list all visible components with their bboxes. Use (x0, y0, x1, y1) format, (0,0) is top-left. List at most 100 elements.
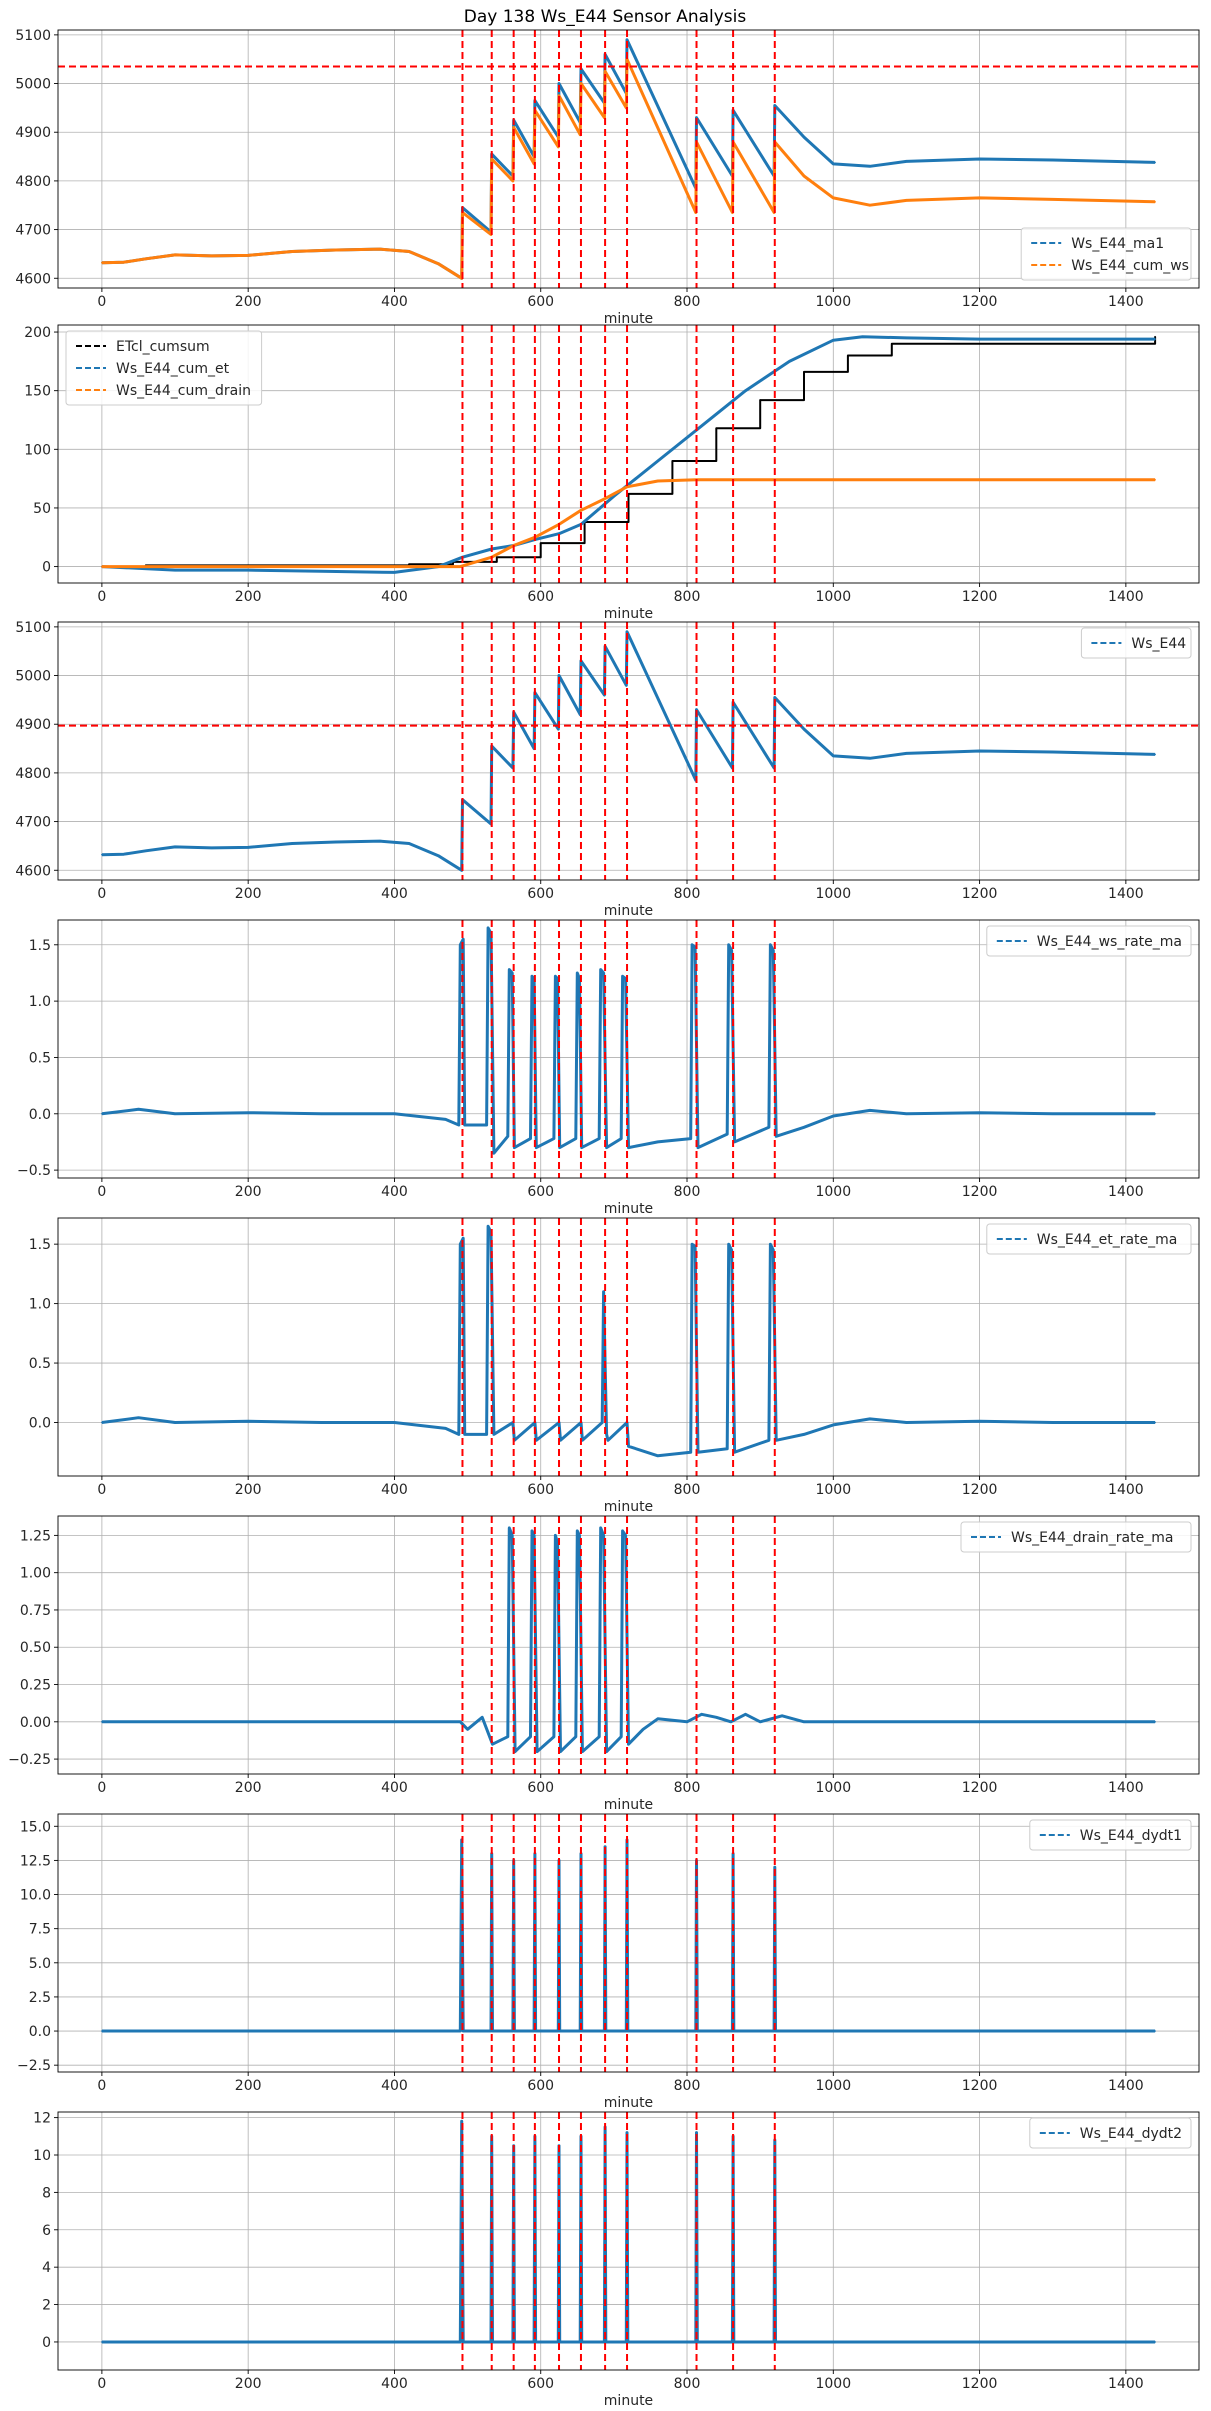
data-point (557, 2341, 560, 2343)
x-tick-label: 400 (381, 2078, 408, 2094)
y-tick-label: 50 (33, 501, 51, 517)
data-point (978, 338, 981, 340)
data-point (697, 1451, 699, 1454)
y-tick-label: 1.00 (20, 1566, 51, 1582)
y-tick-label: 1.5 (29, 1237, 51, 1253)
data-point (514, 1750, 516, 1753)
data-point (656, 480, 659, 482)
data-point (490, 2341, 492, 2343)
data-point (554, 975, 557, 978)
data-point (580, 2030, 583, 2032)
data-point (656, 1454, 659, 1457)
x-tick-label: 0 (97, 2078, 106, 2094)
data-point (553, 1137, 555, 1140)
data-point (557, 728, 560, 730)
x-tick-label: 1200 (962, 886, 998, 902)
data-point (803, 371, 805, 373)
axes-frame (57, 1515, 1200, 1775)
panel-3: 0 200 400 600 800 1000 1200 1400 4600 4700 4800 490… (15, 620, 1200, 919)
data-point (625, 684, 628, 687)
data-point (490, 2030, 492, 2032)
y-tick-label: 0.5 (29, 1050, 51, 1066)
data-point (101, 565, 103, 568)
data-point (691, 1243, 693, 1245)
legend: ETcl_cumsum Ws_E44_cum_et Ws_E44_cum_drain (65, 330, 263, 406)
y-tick-label: 0.50 (20, 1640, 51, 1656)
y-tick-label: 2.5 (29, 1990, 51, 2006)
x-tick-label: 1200 (962, 589, 998, 605)
data-point (558, 2030, 561, 2032)
y-tick-label: 1.5 (29, 938, 51, 954)
data-point (1051, 751, 1054, 753)
data-point (733, 2341, 735, 2343)
data-point (656, 1141, 659, 1143)
y-tick-label: 10 (33, 2148, 51, 2164)
data-point (605, 2341, 607, 2343)
data-point (174, 254, 176, 256)
data-point (576, 1530, 579, 1532)
x-tick-label: 1400 (1108, 1482, 1144, 1498)
legend: Ws_E44_drain_rate_ma (960, 1521, 1192, 1553)
data-point (335, 841, 337, 843)
data-point (774, 2341, 777, 2343)
data-point (978, 1420, 981, 1423)
data-point (733, 1451, 736, 1454)
data-point (832, 1424, 835, 1426)
x-tick-label: 0 (97, 589, 106, 605)
y-tick-label: 4900 (15, 125, 51, 141)
data-point (620, 1137, 622, 1140)
axes-frame (57, 324, 1200, 584)
data-point (534, 2030, 537, 2032)
data-point (575, 1735, 577, 1738)
data-point (772, 1249, 775, 1251)
data-point (691, 943, 693, 946)
data-point (408, 250, 410, 253)
data-point (123, 853, 125, 855)
x-tick-label: 200 (235, 886, 262, 902)
x-tick-label: 0 (97, 1482, 106, 1498)
data-point (101, 261, 103, 264)
panel-7: 0 200 400 600 800 1000 1200 1400 −2.5 0.0 2.5 5.0 7.… (17, 1813, 1200, 2111)
data-point (803, 175, 805, 177)
series-line-Ws_E44 (101, 630, 1156, 872)
data-point (773, 2030, 775, 2032)
data-point (744, 1713, 747, 1716)
data-point (576, 972, 579, 974)
data-point (556, 1542, 559, 1544)
data-point (490, 158, 493, 160)
data-point (462, 2341, 465, 2343)
data-point (775, 1439, 778, 1442)
data-point (626, 2030, 629, 2032)
data-point (832, 1115, 835, 1117)
data-point (1051, 338, 1054, 340)
data-point (773, 2341, 775, 2343)
data-point (773, 104, 776, 107)
y-tick-label: 4600 (15, 863, 51, 879)
data-point (601, 1421, 603, 1424)
data-point (559, 1750, 562, 1753)
data-point (626, 630, 628, 633)
y-tick-label: 0 (42, 560, 51, 576)
data-point (553, 1735, 555, 1738)
data-point (558, 1146, 561, 1149)
data-point (625, 2341, 628, 2343)
y-tick-label: 10.0 (20, 1888, 51, 1904)
data-point (512, 180, 514, 182)
data-point (598, 1137, 601, 1140)
data-point (1154, 2030, 1156, 2032)
data-point (832, 479, 835, 481)
data-point (689, 1451, 692, 1454)
data-point (781, 1715, 783, 1717)
data-point (459, 2030, 462, 2032)
data-point (137, 1416, 140, 1419)
data-point (905, 1112, 908, 1115)
data-point (603, 2030, 606, 2032)
data-point (1154, 1112, 1156, 1115)
data-point (459, 1243, 462, 1245)
data-point (580, 1146, 583, 1149)
data-point (627, 1146, 630, 1149)
data-point (733, 2030, 735, 2032)
x-tick-label: 400 (381, 294, 408, 310)
data-point (626, 2131, 628, 2134)
data-point (730, 1721, 732, 1723)
